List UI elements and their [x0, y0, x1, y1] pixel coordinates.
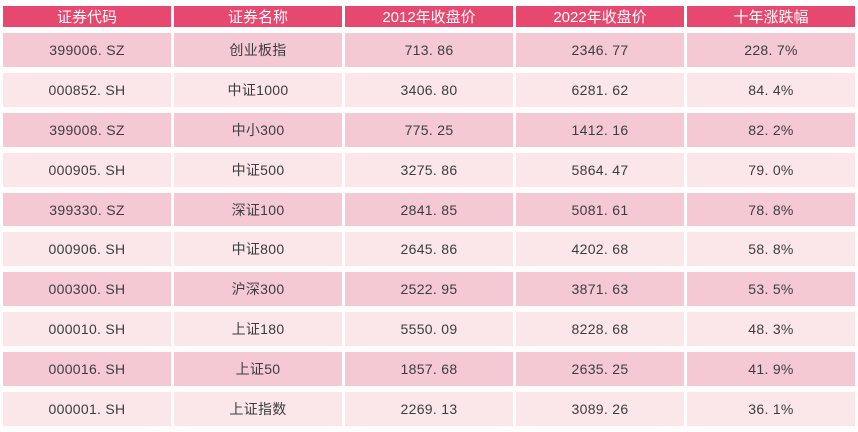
cell-close2012: 1857. 68	[345, 352, 513, 387]
table-row: 000010. SH 上证180 5550. 09 8228. 68 48. 3…	[3, 312, 855, 347]
cell-change10y: 58. 8%	[687, 232, 855, 267]
header-row: 证券代码 证券名称 2012年收盘价 2022年收盘价 十年涨跌幅	[3, 6, 855, 27]
cell-close2022: 3089. 26	[516, 392, 684, 426]
table-row: 000001. SH 上证指数 2269. 13 3089. 26 36. 1%	[3, 392, 855, 426]
cell-code: 000852. SH	[3, 72, 171, 107]
cell-change10y: 48. 3%	[687, 312, 855, 347]
cell-name: 深证100	[174, 192, 342, 227]
cell-close2022: 5864. 47	[516, 152, 684, 187]
cell-close2022: 3871. 63	[516, 272, 684, 307]
column-header-change10y: 十年涨跌幅	[687, 6, 855, 27]
table-row: 399330. SZ 深证100 2841. 85 5081. 61 78. 8…	[3, 192, 855, 227]
cell-name: 创业板指	[174, 33, 342, 67]
cell-code: 399006. SZ	[3, 33, 171, 67]
cell-name: 中小300	[174, 112, 342, 147]
cell-close2022: 5081. 61	[516, 192, 684, 227]
cell-close2022: 8228. 68	[516, 312, 684, 347]
cell-close2022: 2346. 77	[516, 33, 684, 67]
cell-change10y: 36. 1%	[687, 392, 855, 426]
cell-close2012: 775. 25	[345, 112, 513, 147]
cell-name: 上证指数	[174, 392, 342, 426]
table-row: 000852. SH 中证1000 3406. 80 6281. 62 84. …	[3, 72, 855, 107]
table-row: 000016. SH 上证50 1857. 68 2635. 25 41. 9%	[3, 352, 855, 387]
cell-close2012: 2841. 85	[345, 192, 513, 227]
cell-code: 000010. SH	[3, 312, 171, 347]
column-header-close2022: 2022年收盘价	[516, 6, 684, 27]
table-row: 000906. SH 中证800 2645. 86 4202. 68 58. 8…	[3, 232, 855, 267]
cell-change10y: 82. 2%	[687, 112, 855, 147]
cell-code: 399008. SZ	[3, 112, 171, 147]
column-header-code: 证券代码	[3, 6, 171, 27]
column-header-name: 证券名称	[174, 6, 342, 27]
cell-change10y: 53. 5%	[687, 272, 855, 307]
cell-code: 000906. SH	[3, 232, 171, 267]
cell-close2012: 3275. 86	[345, 152, 513, 187]
table-row: 399008. SZ 中小300 775. 25 1412. 16 82. 2%	[3, 112, 855, 147]
cell-change10y: 79. 0%	[687, 152, 855, 187]
cell-close2012: 2645. 86	[345, 232, 513, 267]
cell-name: 沪深300	[174, 272, 342, 307]
cell-name: 中证1000	[174, 72, 342, 107]
cell-close2012: 713. 86	[345, 33, 513, 67]
cell-name: 中证800	[174, 232, 342, 267]
cell-close2012: 2522. 95	[345, 272, 513, 307]
cell-name: 上证180	[174, 312, 342, 347]
cell-change10y: 41. 9%	[687, 352, 855, 387]
cell-code: 000001. SH	[3, 392, 171, 426]
cell-close2012: 5550. 09	[345, 312, 513, 347]
cell-close2012: 2269. 13	[345, 392, 513, 426]
cell-code: 399330. SZ	[3, 192, 171, 227]
cell-close2022: 4202. 68	[516, 232, 684, 267]
cell-change10y: 228. 7%	[687, 33, 855, 67]
table-row: 000905. SH 中证500 3275. 86 5864. 47 79. 0…	[3, 152, 855, 187]
table-row: 000300. SH 沪深300 2522. 95 3871. 63 53. 5…	[3, 272, 855, 307]
cell-close2012: 3406. 80	[345, 72, 513, 107]
cell-close2022: 6281. 62	[516, 72, 684, 107]
cell-change10y: 78. 8%	[687, 192, 855, 227]
cell-code: 000905. SH	[3, 152, 171, 187]
cell-code: 000016. SH	[3, 352, 171, 387]
cell-close2022: 1412. 16	[516, 112, 684, 147]
cell-change10y: 84. 4%	[687, 72, 855, 107]
column-header-close2012: 2012年收盘价	[345, 6, 513, 27]
cell-close2022: 2635. 25	[516, 352, 684, 387]
table-row: 399006. SZ 创业板指 713. 86 2346. 77 228. 7%	[3, 33, 855, 67]
cell-code: 000300. SH	[3, 272, 171, 307]
cell-name: 上证50	[174, 352, 342, 387]
cell-name: 中证500	[174, 152, 342, 187]
